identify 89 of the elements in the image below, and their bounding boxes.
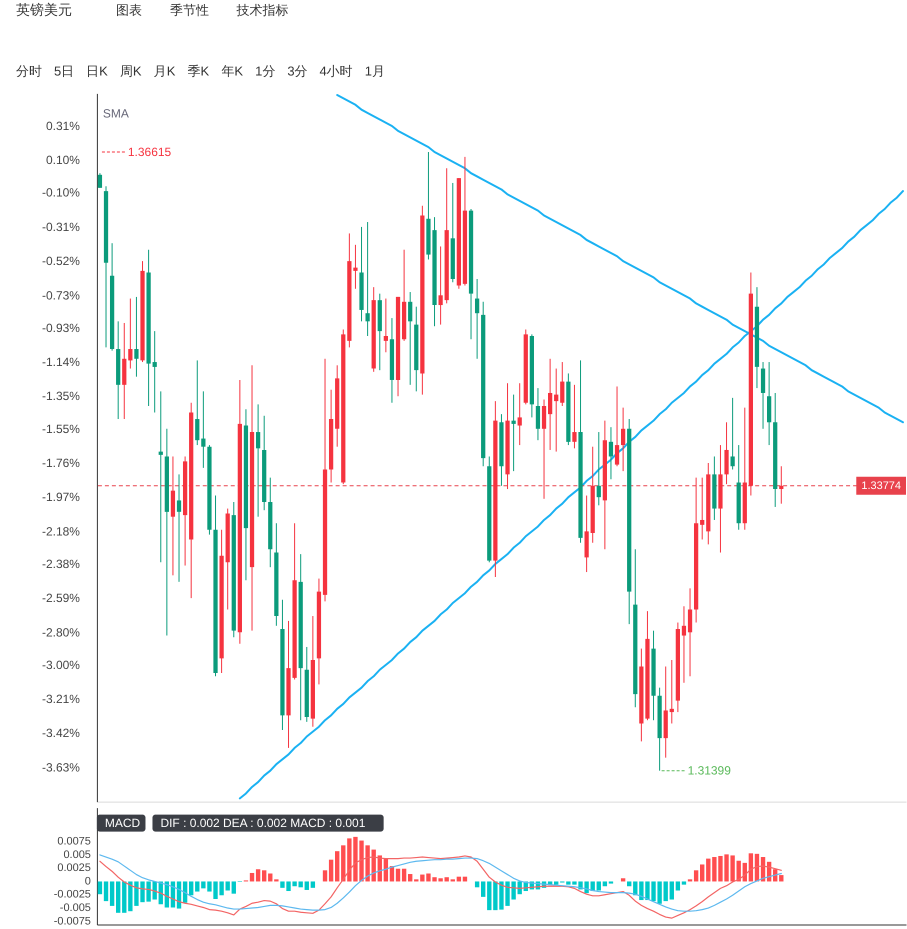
text: 4小时: [320, 63, 353, 78]
y-tick-label: -1.76%: [42, 456, 80, 470]
y-tick-label: -0.52%: [42, 254, 80, 268]
candlestick: [548, 358, 552, 450]
y-tick-label: -2.80%: [42, 625, 80, 640]
y-tick-label: -2.18%: [42, 524, 80, 538]
text: 日K: [86, 63, 108, 78]
bar: [426, 873, 431, 882]
y-tick-label: -0.0025: [54, 888, 91, 901]
candlestick: [608, 426, 614, 480]
y-tick-label: -1.55%: [42, 422, 80, 436]
y-tick-label: -0.93%: [42, 320, 80, 335]
text: 图表: [116, 2, 142, 18]
text: 周K: [120, 63, 142, 78]
bar: [396, 868, 400, 882]
y-tick-label: -1.14%: [42, 355, 80, 370]
candlestick: [779, 466, 784, 504]
y-tick-label: -1.35%: [42, 389, 80, 404]
y-tick-label: 0.0075: [57, 836, 91, 848]
candlestick: [365, 222, 370, 336]
bar: [250, 872, 254, 882]
annotation: 1.36615: [128, 145, 172, 160]
candlestick: [438, 246, 443, 326]
y-tick-label: 0.31%: [46, 118, 80, 133]
candlestick: [620, 407, 626, 472]
bar: [286, 881, 291, 892]
candlestick: [542, 398, 546, 500]
candlestick: [353, 244, 358, 290]
text: 季节性: [170, 2, 209, 18]
candlestick: [176, 474, 182, 582]
bar: [280, 881, 285, 888]
text: 5日: [54, 63, 74, 78]
candlestick: [614, 386, 620, 467]
candlestick: [688, 588, 692, 677]
text: 季K: [188, 63, 210, 78]
y-tick-label: 0.0025: [57, 862, 91, 874]
text: 英镑美元: [16, 1, 72, 18]
candlestick: [152, 330, 157, 414]
candlestick: [98, 172, 102, 188]
y-tick-label: -3.00%: [42, 658, 80, 672]
annotation: DIF : 0.002 DEA : 0.002 MACD : 0.001: [160, 816, 366, 830]
candlestick: [256, 404, 260, 518]
y-tick-label: -0.10%: [42, 186, 80, 200]
candlestick: [518, 382, 522, 446]
candlestick: [572, 384, 577, 449]
text: 3分: [287, 63, 308, 78]
text: 技术指标: [236, 2, 289, 18]
y-tick-label: -1.97%: [42, 490, 80, 504]
y-tick-label: 0.10%: [46, 153, 80, 168]
text: 分时: [16, 63, 42, 78]
y-tick-label: -0.005: [60, 902, 91, 914]
candlestick: [384, 298, 388, 353]
candlestick: [511, 394, 516, 472]
text: 月K: [154, 63, 176, 78]
y-tick-label: 0.005: [63, 848, 91, 861]
candlestick: [730, 397, 735, 470]
text: 1分: [255, 63, 276, 78]
bar: [462, 876, 468, 882]
candlestick: [596, 432, 601, 506]
bar: [724, 854, 729, 882]
bar: [718, 856, 723, 882]
text: 年K: [221, 63, 244, 78]
bar: [620, 878, 626, 882]
bar: [98, 881, 102, 894]
annotation: MACD: [104, 816, 140, 830]
annotation: 1.31399: [688, 764, 732, 778]
candlestick: [408, 292, 412, 386]
candlestick: [682, 606, 686, 684]
y-tick-label: 0: [84, 875, 91, 888]
candlestick: [158, 390, 163, 563]
candlestick: [536, 388, 540, 441]
y-tick-label: -2.38%: [42, 556, 80, 571]
annotation: 1.33774: [861, 480, 902, 492]
y-tick-label: -3.21%: [42, 692, 80, 706]
y-tick-label: -3.42%: [42, 726, 80, 740]
bar: [651, 881, 656, 902]
y-tick-label: -0.31%: [42, 220, 80, 234]
y-tick-label: -3.63%: [42, 760, 80, 774]
y-tick-label: -0.0075: [54, 915, 91, 928]
candlestick: [134, 296, 139, 378]
annotation: SMA: [102, 106, 129, 120]
text: 1月: [364, 63, 385, 78]
candlestick: [474, 278, 480, 360]
bar: [432, 877, 437, 882]
y-tick-label: -0.73%: [42, 288, 80, 302]
bar: [322, 870, 328, 882]
bar: [213, 881, 218, 899]
y-tick-label: -2.59%: [42, 591, 80, 606]
bar: [104, 881, 108, 902]
